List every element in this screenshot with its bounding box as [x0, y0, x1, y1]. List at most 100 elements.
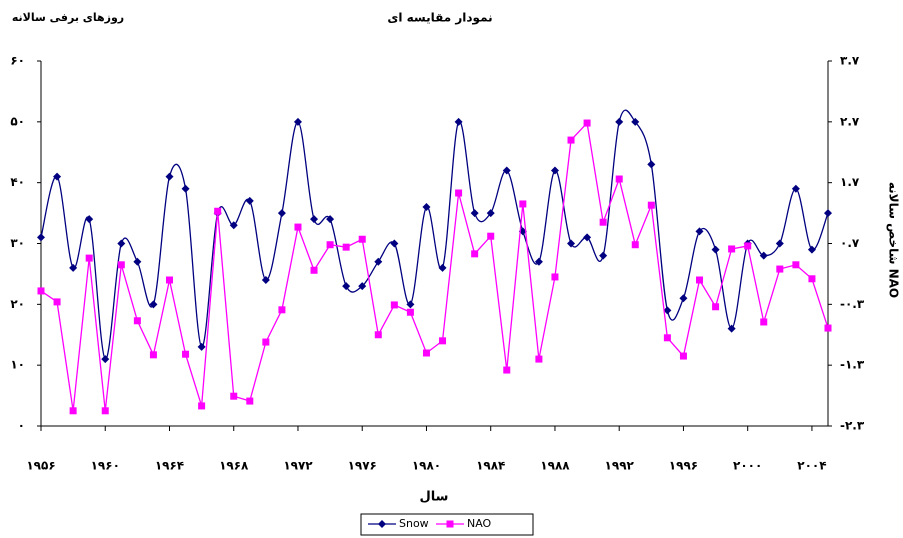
x-tick-label: ۱۹۶۸: [219, 459, 249, 473]
point: [502, 166, 511, 175]
point: [37, 287, 45, 295]
legend-label: NAO: [467, 517, 492, 530]
point: [390, 239, 399, 248]
point: [422, 203, 431, 211]
y2-tick-label: ۱.۷: [840, 175, 860, 189]
point: [615, 175, 623, 183]
point: [149, 300, 158, 309]
point: [615, 117, 624, 126]
point: [214, 207, 222, 215]
chart-title: نمودار مقایسه ای: [387, 11, 492, 26]
y-tick-label: ۶۰: [10, 54, 25, 68]
series-line: [40, 121, 829, 411]
point: [310, 266, 318, 274]
point: [567, 136, 575, 144]
point: [792, 261, 800, 269]
point: [551, 273, 559, 281]
point: [165, 172, 174, 181]
y2-tick-label: -۰.۳: [840, 297, 865, 311]
y-tick-label: ۱۰: [10, 358, 25, 372]
point: [246, 397, 254, 405]
x-tick-label: ۱۹۹۲: [605, 459, 635, 473]
point: [198, 402, 206, 410]
y2-tick-label: ۳.۷: [840, 54, 860, 68]
point: [679, 294, 688, 303]
point: [117, 239, 126, 248]
x-tick-label: ۲۰۰۴: [797, 459, 826, 473]
point: [149, 351, 157, 359]
point: [278, 306, 286, 314]
y-axis-title: روزهای برفی سالانه: [12, 11, 124, 24]
point: [117, 261, 125, 269]
point: [567, 239, 576, 248]
y2-tick-label: -۲.۳: [840, 419, 865, 433]
point: [679, 352, 687, 360]
point: [647, 160, 656, 169]
legend-marker: [446, 520, 454, 528]
point: [374, 257, 383, 266]
point: [599, 251, 608, 260]
point: [342, 282, 351, 291]
y2-tick-label: ۰.۷: [840, 236, 860, 250]
point: [229, 221, 238, 230]
y-tick-label: ۵۰: [10, 114, 25, 128]
point: [663, 334, 671, 342]
point: [261, 276, 270, 284]
point: [550, 166, 559, 175]
point: [69, 263, 78, 272]
point: [631, 117, 640, 126]
x-tick-label: ۱۹۷۶: [348, 459, 377, 473]
x-tick-label: ۱۹۶۴: [155, 459, 184, 473]
point: [599, 218, 607, 226]
point: [245, 196, 254, 205]
point: [728, 245, 736, 253]
point: [230, 392, 238, 400]
point: [583, 233, 592, 242]
point: [326, 215, 335, 224]
x-tick-label: ۱۹۸۰: [412, 459, 441, 473]
point: [262, 338, 270, 346]
point: [712, 303, 720, 311]
y2-tick-label: ۲.۷: [840, 114, 860, 128]
y-tick-label: ۰: [18, 419, 25, 433]
point: [310, 215, 319, 224]
point: [534, 257, 543, 266]
point: [776, 265, 784, 273]
point: [535, 355, 543, 363]
point: [406, 300, 415, 309]
point: [727, 324, 736, 333]
point: [808, 275, 816, 283]
point: [824, 324, 832, 332]
point: [470, 209, 479, 218]
x-tick-label: ۱۹۸۸: [540, 459, 570, 473]
point: [631, 241, 639, 249]
point: [744, 242, 752, 250]
point: [277, 209, 286, 218]
point: [165, 276, 173, 284]
x-tick-label: ۱۹۸۴: [476, 459, 505, 473]
point: [503, 366, 511, 374]
y-tick-label: ۳۰: [10, 236, 25, 250]
point: [293, 117, 302, 126]
point: [519, 200, 527, 208]
point: [326, 241, 334, 249]
point: [342, 243, 350, 251]
point: [487, 232, 495, 240]
point: [101, 355, 110, 364]
point: [824, 209, 832, 218]
point: [439, 337, 447, 345]
point: [471, 250, 479, 258]
point: [53, 172, 62, 181]
point: [663, 306, 672, 315]
point: [454, 117, 463, 126]
point: [294, 223, 302, 231]
point: [69, 407, 77, 415]
point: [422, 349, 430, 357]
point: [486, 209, 495, 218]
point: [181, 184, 190, 193]
legend-label: Snow: [399, 517, 429, 530]
point: [374, 331, 382, 339]
point: [438, 263, 447, 272]
point: [807, 245, 816, 254]
point: [101, 407, 109, 415]
